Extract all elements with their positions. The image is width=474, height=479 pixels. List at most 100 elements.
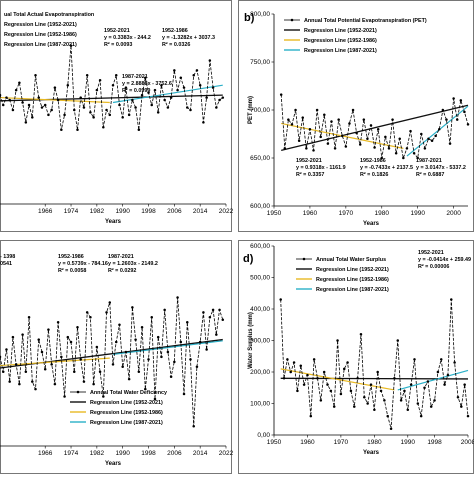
data-point bbox=[430, 405, 433, 408]
data-point bbox=[18, 81, 21, 84]
data-point bbox=[79, 358, 82, 361]
data-point bbox=[47, 328, 50, 331]
regression-equation: 1987-2021 bbox=[416, 158, 442, 164]
regression-equation: y = -0.0414x + 259.49 bbox=[418, 257, 471, 263]
x-tick-label: 1982 bbox=[90, 450, 105, 457]
regression-equation: y = 3.0147x - 5337.2 bbox=[416, 165, 466, 171]
x-tick-label: 2008 bbox=[461, 439, 474, 446]
data-point bbox=[333, 405, 336, 408]
data-point bbox=[320, 399, 323, 402]
data-point bbox=[463, 111, 466, 114]
data-point bbox=[445, 118, 448, 121]
data-point bbox=[183, 393, 186, 396]
x-axis-title: Years bbox=[363, 450, 380, 456]
data-point bbox=[323, 371, 326, 374]
x-tick-label: 2006 bbox=[167, 208, 182, 215]
data-point bbox=[384, 136, 387, 139]
data-point bbox=[423, 387, 426, 390]
data-point bbox=[438, 128, 441, 131]
data-point bbox=[96, 89, 99, 92]
data-point bbox=[330, 390, 333, 393]
data-point bbox=[8, 380, 11, 383]
data-point bbox=[15, 363, 18, 366]
data-point bbox=[83, 106, 86, 109]
data-point bbox=[196, 69, 199, 72]
data-point bbox=[189, 358, 192, 361]
x-tick-label: 2014 bbox=[193, 450, 208, 457]
data-point bbox=[31, 116, 34, 119]
data-point bbox=[76, 129, 79, 132]
data-point bbox=[167, 106, 170, 109]
x-tick-label: 1960 bbox=[300, 439, 315, 446]
data-point bbox=[150, 316, 153, 319]
legend-entry: ual Total Actual Evapotranspiration bbox=[4, 12, 94, 18]
data-point bbox=[157, 111, 160, 114]
data-point bbox=[366, 402, 369, 405]
data-point bbox=[341, 135, 344, 138]
y-tick-label: 750,00 bbox=[250, 59, 270, 66]
legend-entry: Annual Total Water Surplus bbox=[316, 257, 386, 263]
regression-equation: - 1398 bbox=[0, 254, 15, 260]
regression-equation: R² = 0.6887 bbox=[416, 172, 444, 178]
data-point bbox=[450, 298, 453, 301]
data-point bbox=[25, 371, 28, 374]
data-point bbox=[63, 395, 66, 398]
data-point bbox=[348, 122, 351, 125]
data-point bbox=[316, 109, 319, 112]
data-point bbox=[356, 377, 359, 380]
data-point bbox=[176, 296, 179, 299]
x-tick-label: 2000 bbox=[446, 210, 461, 217]
data-point bbox=[44, 368, 47, 371]
data-point bbox=[327, 142, 330, 145]
y-tick-label: 600,00 bbox=[250, 243, 270, 250]
data-point bbox=[284, 147, 287, 150]
legend-entry: Annual Total Water Deficiency bbox=[90, 390, 167, 396]
data-point bbox=[28, 316, 31, 319]
data-point bbox=[0, 356, 1, 359]
data-point bbox=[180, 77, 183, 80]
x-axis-title: Years bbox=[363, 221, 380, 227]
data-point bbox=[180, 341, 183, 344]
data-point bbox=[395, 152, 398, 155]
data-point bbox=[467, 123, 470, 126]
data-point bbox=[366, 138, 369, 141]
regression-equation: y = -1.3282x + 3037.3 bbox=[162, 35, 215, 41]
data-point bbox=[279, 298, 282, 301]
data-point bbox=[83, 380, 86, 383]
legend-marker bbox=[303, 258, 306, 261]
data-point bbox=[202, 311, 205, 314]
data-point bbox=[5, 348, 8, 351]
data-point bbox=[8, 99, 11, 102]
data-point bbox=[283, 377, 286, 380]
data-point bbox=[163, 99, 166, 102]
regression-equation: y = 0.9318x - 1161.9 bbox=[296, 165, 346, 171]
data-point bbox=[433, 399, 436, 402]
data-point bbox=[28, 104, 31, 107]
data-point bbox=[391, 118, 394, 121]
data-point bbox=[403, 390, 406, 393]
data-point bbox=[131, 306, 134, 309]
data-point bbox=[150, 104, 153, 107]
y-tick-label: 500,00 bbox=[250, 275, 270, 282]
data-point bbox=[440, 358, 443, 361]
data-point bbox=[337, 118, 340, 121]
data-point bbox=[15, 89, 18, 92]
y-tick-label: 100,00 bbox=[250, 401, 270, 408]
regression-equation: R² = 0.3357 bbox=[296, 172, 324, 178]
data-point bbox=[434, 135, 437, 138]
panel-label: b) bbox=[244, 12, 255, 24]
data-point bbox=[134, 338, 137, 341]
data-point bbox=[173, 69, 176, 72]
data-point bbox=[141, 326, 144, 329]
data-point bbox=[370, 383, 373, 386]
data-point bbox=[5, 96, 8, 99]
y-tick-label: 200,00 bbox=[250, 369, 270, 376]
data-point bbox=[96, 346, 99, 349]
data-point bbox=[138, 371, 141, 374]
data-point bbox=[453, 361, 456, 364]
data-point bbox=[60, 356, 63, 359]
x-tick-label: 1998 bbox=[141, 450, 156, 457]
data-point bbox=[141, 94, 144, 97]
